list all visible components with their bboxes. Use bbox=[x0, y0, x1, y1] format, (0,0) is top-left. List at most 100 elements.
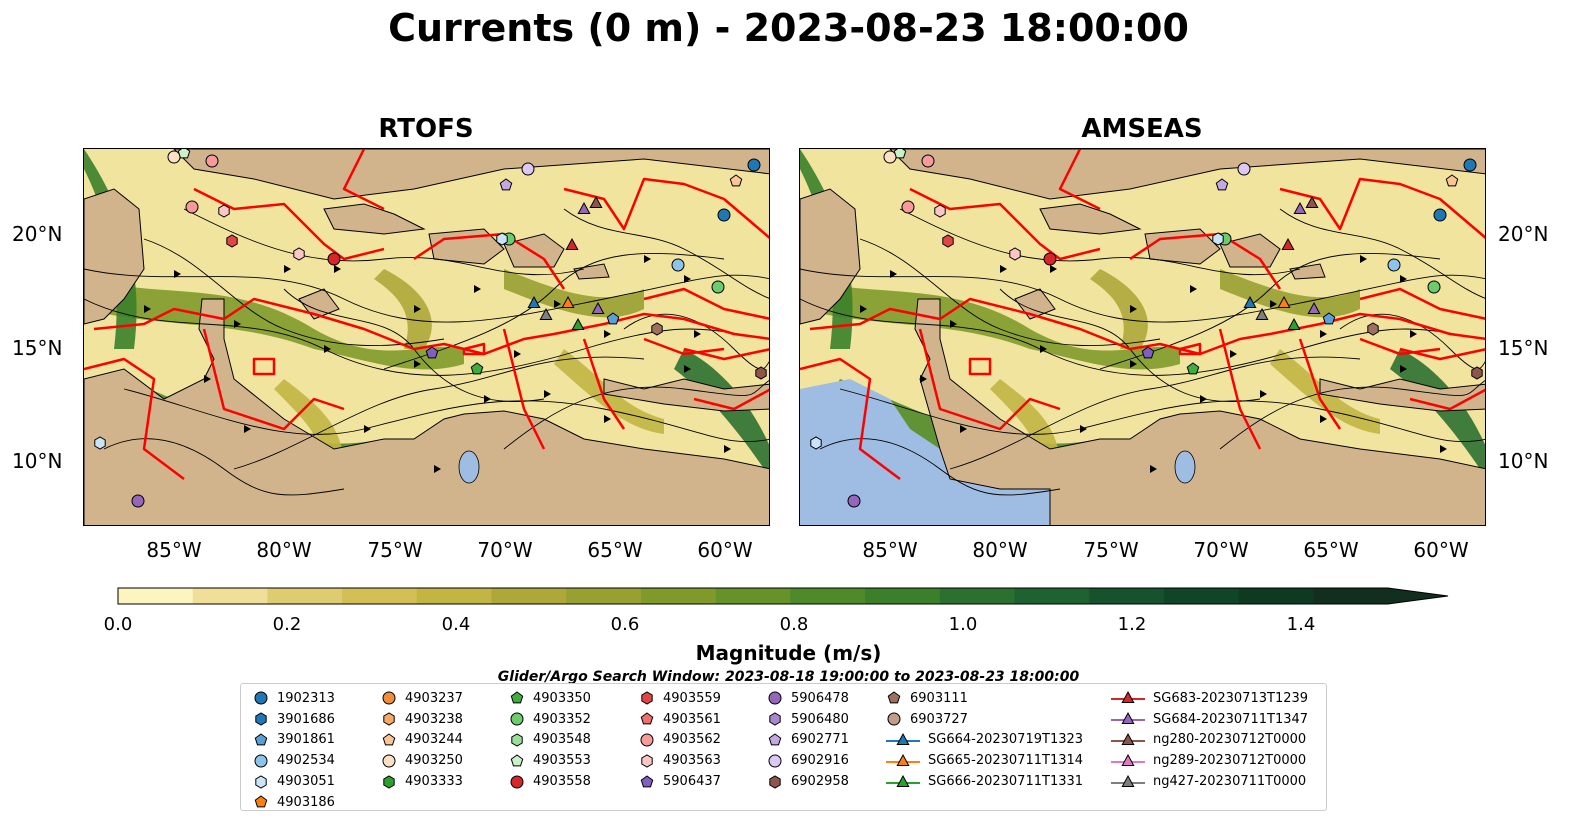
legend-item: 5906478 bbox=[767, 688, 849, 709]
legend-item: 4903350 bbox=[509, 688, 591, 709]
circle-marker-icon bbox=[768, 754, 782, 768]
legend-item-label: 4903548 bbox=[533, 732, 591, 748]
legend-item: 4903333 bbox=[381, 771, 463, 792]
legend-item-label: 4903250 bbox=[405, 753, 463, 769]
triangle-marker-icon bbox=[886, 732, 920, 745]
legend-item: 4903548 bbox=[509, 730, 591, 751]
pentagon-marker-icon bbox=[640, 712, 654, 725]
triangle-marker-icon bbox=[1111, 753, 1145, 766]
legend-item: 6902771 bbox=[767, 730, 849, 751]
legend-item: ng289-20230712T0000 bbox=[1111, 750, 1308, 771]
lat-label-right-15: 15°N bbox=[1498, 336, 1549, 360]
lat-label-left-20: 20°N bbox=[12, 222, 63, 246]
lon-label-amseas-70: 70°W bbox=[1193, 538, 1249, 562]
legend-item: 6903111 bbox=[886, 688, 1083, 709]
legend-item: 4903561 bbox=[639, 709, 721, 730]
circle-marker-icon bbox=[510, 712, 524, 726]
colorbar-tick: 0.6 bbox=[610, 614, 640, 635]
legend-item: 4903563 bbox=[639, 750, 721, 771]
map-canvas-rtofs bbox=[84, 149, 769, 525]
legend-item-label: SG664-20230719T1323 bbox=[928, 732, 1084, 748]
legend-item-label: 6903111 bbox=[910, 690, 968, 706]
triangle-marker-icon bbox=[1111, 691, 1145, 704]
legend-column: 4903237 4903238 4903244 4903250 4903333 bbox=[381, 688, 463, 792]
legend-column: 4903350 4903352 4903548 4903553 4903558 bbox=[509, 688, 591, 792]
legend-item-label: 5906480 bbox=[791, 711, 849, 727]
lat-label-right-10: 10°N bbox=[1498, 449, 1549, 473]
legend-item-label: 1902313 bbox=[277, 690, 335, 706]
legend-item: 4903558 bbox=[509, 771, 591, 792]
panel-title-rtofs: RTOFS bbox=[378, 114, 474, 144]
hexagon-marker-icon bbox=[255, 775, 267, 789]
legend-item: ng280-20230712T0000 bbox=[1111, 730, 1308, 751]
legend-item: 4902534 bbox=[253, 750, 335, 771]
lat-label-left-15: 15°N bbox=[12, 336, 63, 360]
hexagon-marker-icon bbox=[769, 775, 781, 789]
map-canvas-amseas bbox=[800, 149, 1485, 525]
pentagon-marker-icon bbox=[510, 691, 524, 704]
circle-marker-icon bbox=[640, 733, 654, 747]
legend-item-label: 6903727 bbox=[910, 711, 968, 727]
legend-item-label: 4903553 bbox=[533, 753, 591, 769]
legend-item-label: 4903558 bbox=[533, 774, 591, 790]
legend-item-label: ng280-20230712T0000 bbox=[1153, 732, 1307, 748]
hexagon-marker-icon bbox=[383, 775, 395, 789]
legend-title: Glider/Argo Search Window: 2023-08-18 19… bbox=[497, 669, 1080, 685]
hexagon-marker-icon bbox=[641, 691, 653, 705]
lon-label-amseas-75: 75°W bbox=[1083, 538, 1139, 562]
legend: 1902313 3901686 3901861 4902534 4903051 49031… bbox=[240, 683, 1327, 811]
colorbar-tick: 0.4 bbox=[441, 614, 471, 635]
legend-item-label: SG684-20230711T1347 bbox=[1153, 711, 1309, 727]
legend-item: SG683-20230713T1239 bbox=[1111, 688, 1308, 709]
legend-item: SG666-20230711T1331 bbox=[886, 771, 1083, 792]
lon-label-rtofs-80: 80°W bbox=[256, 538, 312, 562]
hexagon-marker-icon bbox=[383, 712, 395, 726]
pentagon-marker-icon bbox=[254, 733, 268, 746]
pentagon-marker-icon bbox=[510, 754, 524, 767]
circle-marker-icon bbox=[887, 712, 901, 726]
legend-item-label: 3901686 bbox=[277, 711, 335, 727]
colorbar-tick: 0.8 bbox=[779, 614, 809, 635]
legend-column: 6903111 6903727 SG664-20230719T1323 SG665-2… bbox=[886, 688, 1083, 792]
legend-item: 1902313 bbox=[253, 688, 335, 709]
circle-marker-icon bbox=[382, 754, 396, 768]
map-panel-amseas[interactable] bbox=[799, 148, 1486, 526]
triangle-marker-icon bbox=[1111, 732, 1145, 745]
panel-title-amseas: AMSEAS bbox=[1081, 114, 1203, 144]
legend-item-label: 4903238 bbox=[405, 711, 463, 727]
lon-label-rtofs-85: 85°W bbox=[146, 538, 202, 562]
lon-label-rtofs-65: 65°W bbox=[587, 538, 643, 562]
circle-marker-icon bbox=[254, 754, 268, 768]
colorbar-tick: 1.2 bbox=[1117, 614, 1147, 635]
legend-item: 4903186 bbox=[253, 792, 335, 813]
legend-item: ng427-20230711T0000 bbox=[1111, 771, 1308, 792]
lat-label-right-20: 20°N bbox=[1498, 222, 1549, 246]
circle-marker-icon bbox=[510, 775, 524, 789]
legend-item-label: 4902534 bbox=[277, 753, 335, 769]
legend-item-label: 4903333 bbox=[405, 774, 463, 790]
legend-item: 4903553 bbox=[509, 750, 591, 771]
legend-item: 4903559 bbox=[639, 688, 721, 709]
legend-item: 4903051 bbox=[253, 771, 335, 792]
legend-item: SG664-20230719T1323 bbox=[886, 730, 1083, 751]
legend-item: 4903562 bbox=[639, 730, 721, 751]
page-title: Currents (0 m) - 2023-08-23 18:00:00 bbox=[388, 6, 1189, 50]
colorbar-tick: 1.4 bbox=[1286, 614, 1316, 635]
map-panel-rtofs[interactable] bbox=[83, 148, 770, 526]
legend-item: 5906437 bbox=[639, 771, 721, 792]
pentagon-marker-icon bbox=[382, 733, 396, 746]
hexagon-marker-icon bbox=[255, 712, 267, 726]
legend-item-label: 4903186 bbox=[277, 794, 335, 810]
legend-item: SG684-20230711T1347 bbox=[1111, 709, 1308, 730]
lon-label-rtofs-70: 70°W bbox=[477, 538, 533, 562]
legend-item-label: 5906478 bbox=[791, 690, 849, 706]
legend-item: 4903238 bbox=[381, 709, 463, 730]
circle-marker-icon bbox=[382, 691, 396, 705]
legend-column: 5906478 5906480 6902771 6902916 6902958 bbox=[767, 688, 849, 792]
legend-item: 4903244 bbox=[381, 730, 463, 751]
pentagon-marker-icon bbox=[768, 733, 782, 746]
legend-item-label: SG665-20230711T1314 bbox=[928, 753, 1084, 769]
colorbar-label: Magnitude (m/s) bbox=[695, 641, 882, 665]
legend-item-label: 6902958 bbox=[791, 774, 849, 790]
colorbar bbox=[117, 587, 1449, 605]
